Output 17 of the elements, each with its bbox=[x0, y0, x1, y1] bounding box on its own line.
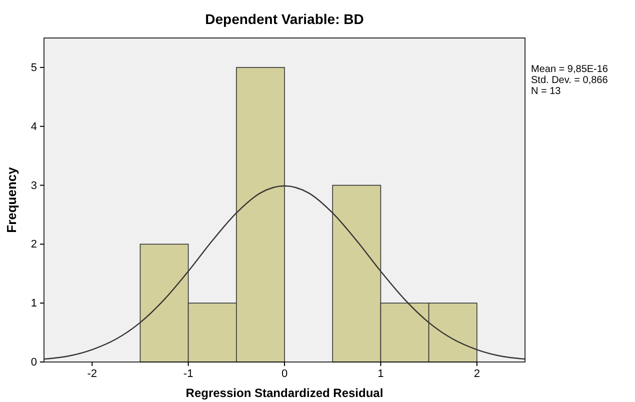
text: Std. Dev. = 0,866 bbox=[531, 75, 608, 86]
y-tick-label: 5 bbox=[30, 62, 37, 74]
x-tick-label: 0 bbox=[281, 368, 288, 380]
y-tick-label: 0 bbox=[30, 356, 37, 369]
y-axis-title: Frequency bbox=[4, 166, 19, 233]
chart-title: Dependent Variable: BD bbox=[205, 11, 364, 27]
x-tick-label: -2 bbox=[87, 368, 97, 380]
text: Mean = 9,85E-16 bbox=[531, 64, 608, 75]
x-tick-label: 2 bbox=[474, 368, 480, 380]
text: N = 13 bbox=[531, 86, 562, 97]
x-tick-label: -1 bbox=[183, 368, 194, 380]
y-tick-label: 2 bbox=[30, 238, 37, 251]
x-tick-label: 1 bbox=[378, 368, 384, 380]
y-tick-label: 1 bbox=[30, 298, 37, 310]
x-axis-title: Regression Standardized Residual bbox=[186, 386, 384, 400]
y-tick-label: 4 bbox=[30, 120, 37, 133]
y-tick-label: 3 bbox=[30, 180, 37, 192]
